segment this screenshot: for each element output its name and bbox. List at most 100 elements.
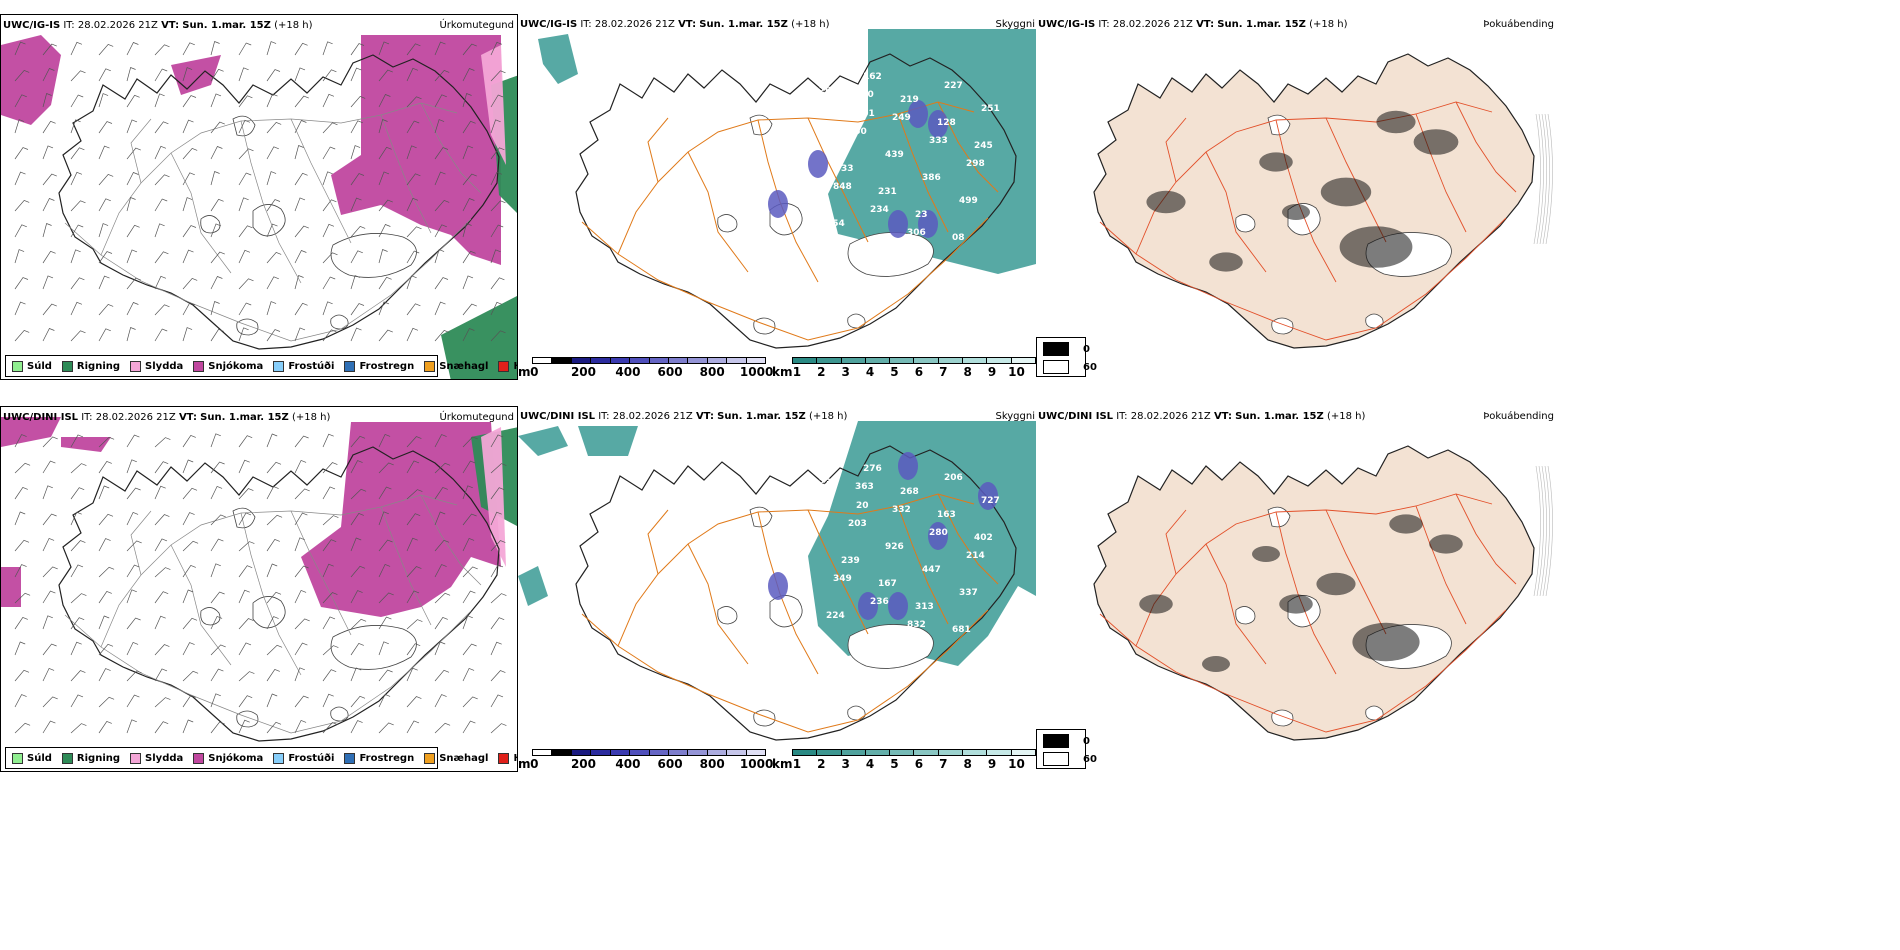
fog-map [1093,445,1553,741]
wind-barb [126,172,139,186]
fog-legend-row: 0 [1043,734,1090,748]
colorbar-tick: 800 [699,365,725,379]
wind-barb [210,223,222,238]
cloud-base-value: 23 [915,210,928,220]
wind-barb [406,566,422,578]
cloud-base-value: 681 [952,625,971,635]
colorbar-segment [610,358,631,363]
wind-barb [126,197,136,212]
wind-barb [266,69,281,82]
panel-header: UWC/IG-IS IT: 28.02.2026 21Z VT: Sun. 1.… [1038,19,1348,30]
wind-barb [462,643,477,656]
wind-barb [322,616,336,630]
colorbar-segment [841,750,866,755]
wind-barb [462,436,478,448]
visibility-colorbar-ticks: 1 2 3 4 5 6 7 8 9 10 [792,364,1036,379]
wind-barb [42,667,55,682]
wind-barb [238,671,255,682]
wind-barb [14,539,30,552]
wind-barb [182,487,198,500]
fog-patch [1352,622,1420,662]
wind-barb [70,171,83,186]
visibility-colorbar-ticks: 1 2 3 4 5 6 7 8 9 10 [792,756,1036,771]
wind-barb [98,223,109,238]
fog-patch [1279,594,1313,614]
wind-barb [266,121,282,134]
wind-barb [294,172,308,186]
wind-barb [154,514,170,526]
wind-barb [266,199,281,212]
wind-barb [238,435,253,448]
legend-label: Súld [27,360,52,372]
wind-barb [126,94,140,108]
wind-barb [42,615,53,630]
colorbar-tick: 3 [841,757,850,771]
legend-swatch [130,752,142,764]
wind-barb [154,644,170,656]
wind-barb [14,249,25,264]
colorbar-segment [865,750,891,755]
it-label: IT: [1116,411,1128,422]
wind-barb [42,275,54,290]
wind-barb [350,537,362,552]
legend-label: Snæhagl [439,752,489,764]
road-line [1205,543,1267,665]
wind-barb [238,302,252,316]
wind-barb [210,514,226,526]
cloud-base-value: 251 [981,104,1000,114]
wind-barb [14,69,30,82]
iceland-coastline [58,54,500,350]
legend-item: Frostúði [273,752,334,764]
wind-barb [42,720,56,734]
wind-barb [462,68,475,82]
fog-legend-swatch [1043,734,1069,748]
wind-barb [462,513,477,526]
legend-label: Snæhagl [439,360,489,372]
wind-barb [406,667,418,682]
wind-barb [266,538,280,552]
fog-map [1093,53,1553,349]
wind-barb [490,434,504,448]
glacier-outline [753,709,776,727]
road-line [290,118,352,244]
wind-barb [182,434,196,448]
wind-barb [322,329,337,342]
road-line [170,544,232,666]
wind-barb [294,512,308,526]
wind-barb [14,641,26,656]
glacier-outline [236,710,259,728]
wind-barb [266,433,278,448]
road-line [240,512,302,676]
legend-label: Snjókoma [208,752,264,764]
wind-barb [294,302,308,316]
wind-barb [126,511,139,526]
wind-barb [266,41,277,56]
wind-barb [434,94,447,108]
colorbar-tick: 0 [530,365,539,379]
wind-barb [70,617,85,630]
wind-barb [14,592,31,604]
cloud-base-value: 332 [892,505,911,515]
wind-barb [490,511,502,526]
wind-barb [42,68,55,82]
cloud-base-value: 163 [937,510,956,520]
legend-swatch [498,752,510,764]
wind-barb [462,566,478,578]
cloud-base-value: 232 [819,478,838,488]
wind-barb [294,197,306,212]
visibility-colorbar-swatches [792,749,1036,756]
road-line [1455,493,1517,585]
wind-barb [378,563,391,578]
legend-item: Snæhagl [424,752,489,764]
wind-barb [154,328,168,342]
colorbar-tick: 200 [570,757,596,771]
wind-barb [98,668,111,682]
iceland-map [575,445,1017,741]
wind-barb [42,436,58,448]
wind-barb [294,642,308,656]
legend-item: Snjókoma [193,360,263,372]
wind-barb [42,173,57,186]
fog-legend-label: 60 [1083,753,1097,765]
wind-barb [378,94,391,108]
wind-barb [434,69,450,82]
